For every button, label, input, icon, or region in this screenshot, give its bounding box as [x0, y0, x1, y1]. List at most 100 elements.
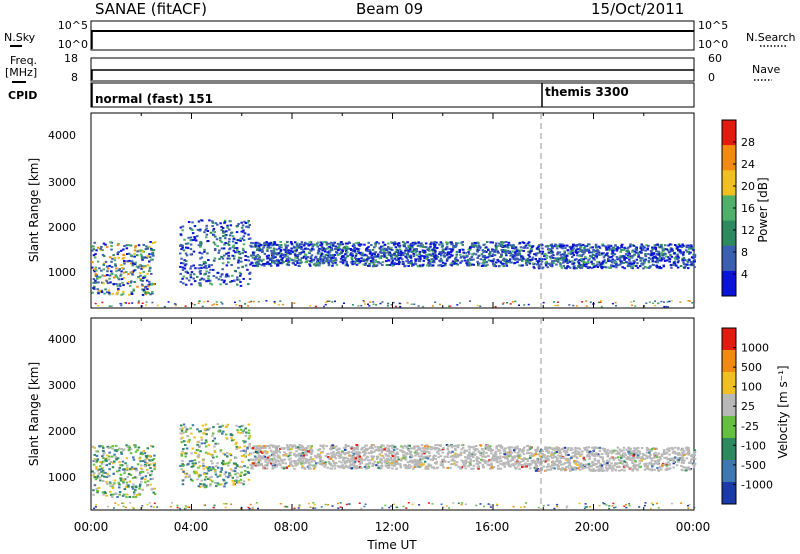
echo-cell	[454, 455, 457, 457]
echo-cell	[323, 445, 326, 447]
echo-cell	[139, 485, 142, 487]
echo-cell	[148, 455, 151, 457]
echo-cell	[211, 435, 214, 437]
echo-cell	[633, 254, 636, 256]
echo-cell	[298, 448, 301, 450]
echo-cell	[242, 278, 245, 280]
echo-cell	[180, 281, 183, 283]
echo-cell	[648, 267, 651, 269]
echo-cell	[597, 252, 600, 254]
echo-cell	[207, 467, 210, 469]
echo-cell	[200, 267, 203, 269]
echo-cell	[584, 262, 587, 264]
echo-cell	[319, 456, 322, 458]
echo-cell	[692, 249, 695, 251]
echo-cell	[251, 468, 254, 470]
echo-cell	[344, 253, 347, 255]
echo-cell	[249, 443, 252, 445]
echo-cell	[278, 252, 281, 254]
echo-cell	[325, 445, 328, 447]
echo-cell	[450, 463, 453, 465]
echo-cell	[251, 466, 254, 468]
echo-cell	[212, 426, 215, 428]
echo-cell	[464, 456, 467, 458]
echo-cell	[242, 432, 245, 434]
echo-cell	[420, 464, 423, 466]
echo-cell	[406, 446, 409, 448]
echo-cell	[409, 262, 412, 264]
echo-cell	[671, 256, 674, 258]
echo-cell	[253, 254, 256, 256]
echo-cell	[242, 483, 245, 485]
echo-cell	[300, 463, 303, 465]
echo-cell	[589, 266, 592, 268]
echo-cell	[313, 244, 316, 246]
echo-cell	[115, 267, 118, 269]
echo-cell	[92, 489, 95, 491]
echo-cell	[240, 482, 243, 484]
echo-cell	[183, 249, 186, 251]
echo-cell	[449, 467, 452, 469]
echo-cell	[277, 464, 280, 466]
echo-cell	[101, 455, 104, 457]
echo-cell	[391, 447, 394, 449]
echo-cell	[454, 453, 457, 455]
echo-cell	[91, 471, 94, 473]
echo-cell	[203, 301, 205, 303]
echo-cell	[493, 466, 496, 468]
echo-cell	[309, 244, 312, 246]
echo-cell	[447, 242, 450, 244]
echo-cell	[461, 260, 464, 262]
echo-cell	[193, 273, 196, 275]
echo-cell	[121, 267, 124, 269]
echo-cell	[326, 242, 329, 244]
echo-cell	[194, 267, 197, 269]
echo-cell	[233, 280, 236, 282]
echo-cell	[381, 462, 384, 464]
echo-cell	[245, 432, 248, 434]
echo-cell	[107, 475, 110, 477]
echo-cell	[590, 261, 593, 263]
echo-cell	[384, 460, 387, 462]
echo-cell	[313, 264, 316, 266]
echo-cell	[242, 224, 245, 226]
echo-cell	[684, 266, 687, 268]
echo-cell	[203, 249, 206, 251]
echo-cell	[186, 277, 189, 279]
echo-cell	[243, 445, 246, 447]
echo-cell	[663, 301, 665, 303]
echo-cell	[394, 465, 397, 467]
echo-cell	[138, 488, 141, 490]
echo-cell	[331, 265, 334, 267]
echo-cell	[245, 259, 248, 261]
echo-cell	[288, 465, 291, 467]
echo-cell	[237, 239, 240, 241]
echo-cell	[201, 442, 204, 444]
echo-cell	[130, 280, 133, 282]
echo-cell	[114, 480, 117, 482]
echo-cell	[437, 456, 440, 458]
echo-cell	[579, 267, 582, 269]
echo-cell	[110, 461, 113, 463]
echo-cell	[122, 479, 125, 481]
echo-cell	[647, 245, 650, 247]
echo-cell	[273, 458, 276, 460]
echo-cell	[384, 252, 387, 254]
echo-cell	[402, 446, 405, 448]
echo-cell	[421, 455, 424, 457]
echo-cell	[118, 269, 121, 271]
echo-cell	[142, 303, 144, 305]
echo-cell	[286, 241, 289, 243]
echo-cell	[332, 465, 335, 467]
echo-cell	[360, 462, 363, 464]
echo-cell	[224, 242, 227, 244]
echo-cell	[132, 488, 135, 490]
echo-cell	[328, 301, 330, 303]
echo-cell	[655, 247, 658, 249]
echo-cell	[148, 253, 151, 255]
echo-cell	[119, 285, 122, 287]
echo-cell	[636, 259, 639, 261]
echo-cell	[517, 465, 520, 467]
echo-cell	[572, 305, 574, 307]
echo-cell	[367, 304, 369, 306]
